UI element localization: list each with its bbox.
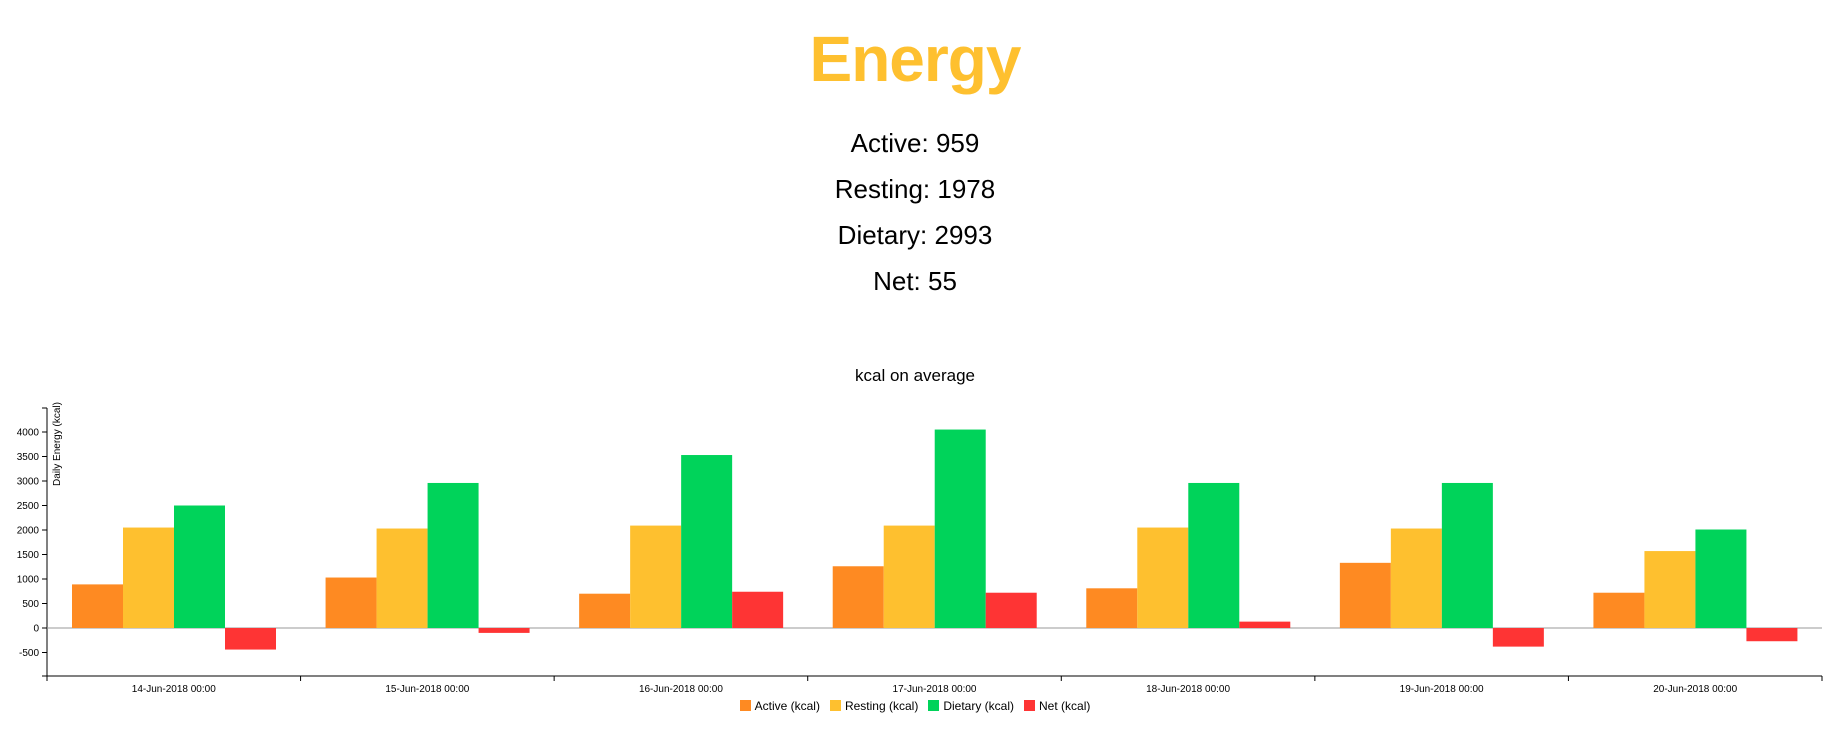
- bar-active: [1339, 562, 1391, 628]
- x-tick-label: 16-Jun-2018 00:00: [639, 684, 723, 695]
- x-tick-label: 17-Jun-2018 00:00: [893, 684, 977, 695]
- stat-active: Active: 959: [850, 128, 980, 158]
- bar-active: [72, 584, 123, 628]
- bar-resting: [1390, 528, 1442, 628]
- stat-label: Resting: [834, 174, 923, 204]
- bar-net: [1746, 628, 1798, 642]
- bar-active: [325, 577, 377, 628]
- y-tick-label: 2000: [17, 526, 40, 537]
- x-tick-label: 20-Jun-2018 00:00: [1653, 684, 1737, 695]
- bar-dietary: [1441, 482, 1493, 628]
- bar-active: [1593, 592, 1645, 628]
- bar-dietary: [681, 455, 733, 628]
- bar-net: [1239, 621, 1291, 628]
- stat-resting: Resting: 1978: [834, 174, 996, 204]
- y-tick-label: 1000: [17, 575, 40, 586]
- energy-bar-chart: 4000 3500 3000 2500 2000 1500 1000 500 0 -500 Dail…: [17, 402, 1823, 695]
- bar-net: [985, 592, 1037, 628]
- stat-value: 55: [928, 266, 957, 296]
- bar-dietary: [1188, 482, 1240, 628]
- legend-label: Net (kcal): [1039, 699, 1091, 713]
- bar-resting: [123, 527, 174, 628]
- bar-resting: [630, 525, 682, 628]
- legend-swatch: [829, 700, 841, 711]
- y-tick-label: 1500: [17, 550, 40, 561]
- y-tick-label: 4000: [17, 428, 40, 439]
- y-tick-label: 0: [33, 624, 39, 635]
- legend-item: Net (kcal): [1024, 699, 1090, 713]
- bar-dietary: [427, 482, 479, 628]
- bar-net: [732, 591, 784, 628]
- bar-active: [1086, 588, 1138, 628]
- legend-label: Resting (kcal): [844, 699, 919, 713]
- legend-item: Active (kcal): [739, 699, 820, 713]
- legend-item: Dietary (kcal): [928, 699, 1014, 713]
- legend-label: Dietary (kcal): [943, 699, 1015, 713]
- bar-dietary: [174, 505, 225, 628]
- bar-net: [478, 628, 530, 633]
- x-tick-label: 14-Jun-2018 00:00: [132, 684, 216, 695]
- legend-label: Active (kcal): [754, 699, 820, 713]
- stat-label: Dietary: [837, 220, 921, 250]
- bar-net: [225, 628, 276, 650]
- legend-swatch: [739, 700, 751, 711]
- stat-net: Net: 55: [873, 266, 957, 296]
- bar-dietary: [1695, 529, 1747, 628]
- legend-item: Resting (kcal): [829, 699, 919, 713]
- bar-active: [579, 593, 631, 628]
- y-tick-label: -500: [19, 648, 39, 659]
- stat-value: 1978: [937, 174, 996, 204]
- stat-value: 2993: [934, 220, 993, 250]
- bar-active: [832, 566, 884, 628]
- bar-dietary: [934, 429, 986, 628]
- stat-value: 959: [935, 128, 980, 158]
- chart-legend: Active (kcal) Resting (kcal) Dietary (kcal…: [0, 699, 1830, 713]
- legend-swatch: [1024, 700, 1036, 711]
- y-tick-label: 500: [22, 599, 39, 610]
- y-tick-label: 3500: [17, 452, 40, 463]
- x-tick-label: 15-Jun-2018 00:00: [385, 684, 469, 695]
- x-tick-label: 19-Jun-2018 00:00: [1400, 684, 1484, 695]
- x-tick-label: 18-Jun-2018 00:00: [1146, 684, 1230, 695]
- bar-resting: [1137, 527, 1189, 628]
- y-tick-label: 3000: [17, 477, 40, 488]
- stat-dietary: Dietary: 2993: [837, 220, 993, 250]
- stat-label: Net: [873, 266, 914, 296]
- average-note: kcal on average: [854, 366, 976, 385]
- page-title: Energy: [809, 23, 1022, 95]
- y-axis-label: Daily Energy (kcal): [52, 402, 63, 486]
- bar-resting: [376, 528, 428, 628]
- stat-label: Active: [850, 128, 922, 158]
- y-tick-label: 2500: [17, 501, 40, 512]
- bar-resting: [883, 525, 935, 628]
- legend-swatch: [928, 700, 940, 711]
- bar-resting: [1644, 551, 1696, 628]
- bar-net: [1492, 628, 1544, 647]
